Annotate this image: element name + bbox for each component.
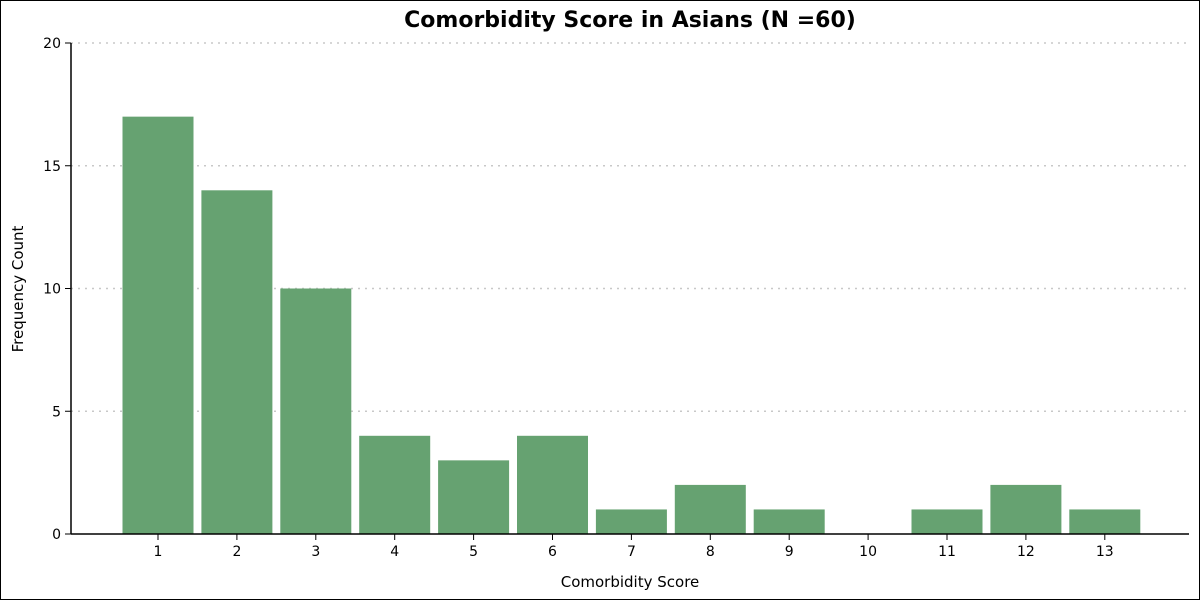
y-tick-label: 15 — [43, 159, 61, 175]
bar-1 — [122, 116, 194, 535]
y-tick-label: 20 — [43, 36, 61, 52]
bar-2 — [201, 190, 273, 535]
x-tick-label: 7 — [627, 544, 636, 560]
bar-8 — [674, 484, 746, 534]
x-tick-label: 11 — [938, 544, 956, 560]
bar-4 — [359, 435, 431, 534]
bar-3 — [280, 288, 352, 534]
y-ticks: 0 5 10 15 20 — [43, 36, 71, 543]
y-tick-label: 0 — [52, 527, 61, 543]
x-axis-label: Comorbidity Score — [561, 573, 700, 591]
x-tick-label: 6 — [548, 544, 557, 560]
bar-7 — [595, 509, 667, 534]
x-tick-label: 13 — [1096, 544, 1114, 560]
x-tick-label: 9 — [785, 544, 794, 560]
x-tick-label: 5 — [469, 544, 478, 560]
x-tick-label: 3 — [311, 544, 320, 560]
bars — [122, 116, 1141, 535]
bar-5 — [438, 460, 510, 534]
y-axis-label: Frequency Count — [9, 225, 27, 352]
chart-title: Comorbidity Score in Asians (N =60) — [404, 8, 856, 33]
x-tick-label: 1 — [154, 544, 163, 560]
bar-13 — [1069, 509, 1141, 534]
bar-6 — [517, 435, 588, 534]
x-tick-label: 12 — [1017, 544, 1035, 560]
x-tick-label: 10 — [859, 544, 877, 560]
y-tick-label: 10 — [43, 282, 61, 298]
x-tick-label: 2 — [232, 544, 241, 560]
y-tick-label: 5 — [52, 404, 61, 420]
bar-12 — [990, 484, 1062, 534]
x-ticks: 1 2 3 4 5 6 7 8 9 10 11 12 13 — [154, 534, 1114, 560]
x-tick-label: 8 — [706, 544, 715, 560]
bar-9 — [753, 509, 825, 534]
bar-11 — [911, 509, 983, 534]
gridlines — [71, 42, 1189, 412]
x-tick-label: 4 — [390, 544, 399, 560]
